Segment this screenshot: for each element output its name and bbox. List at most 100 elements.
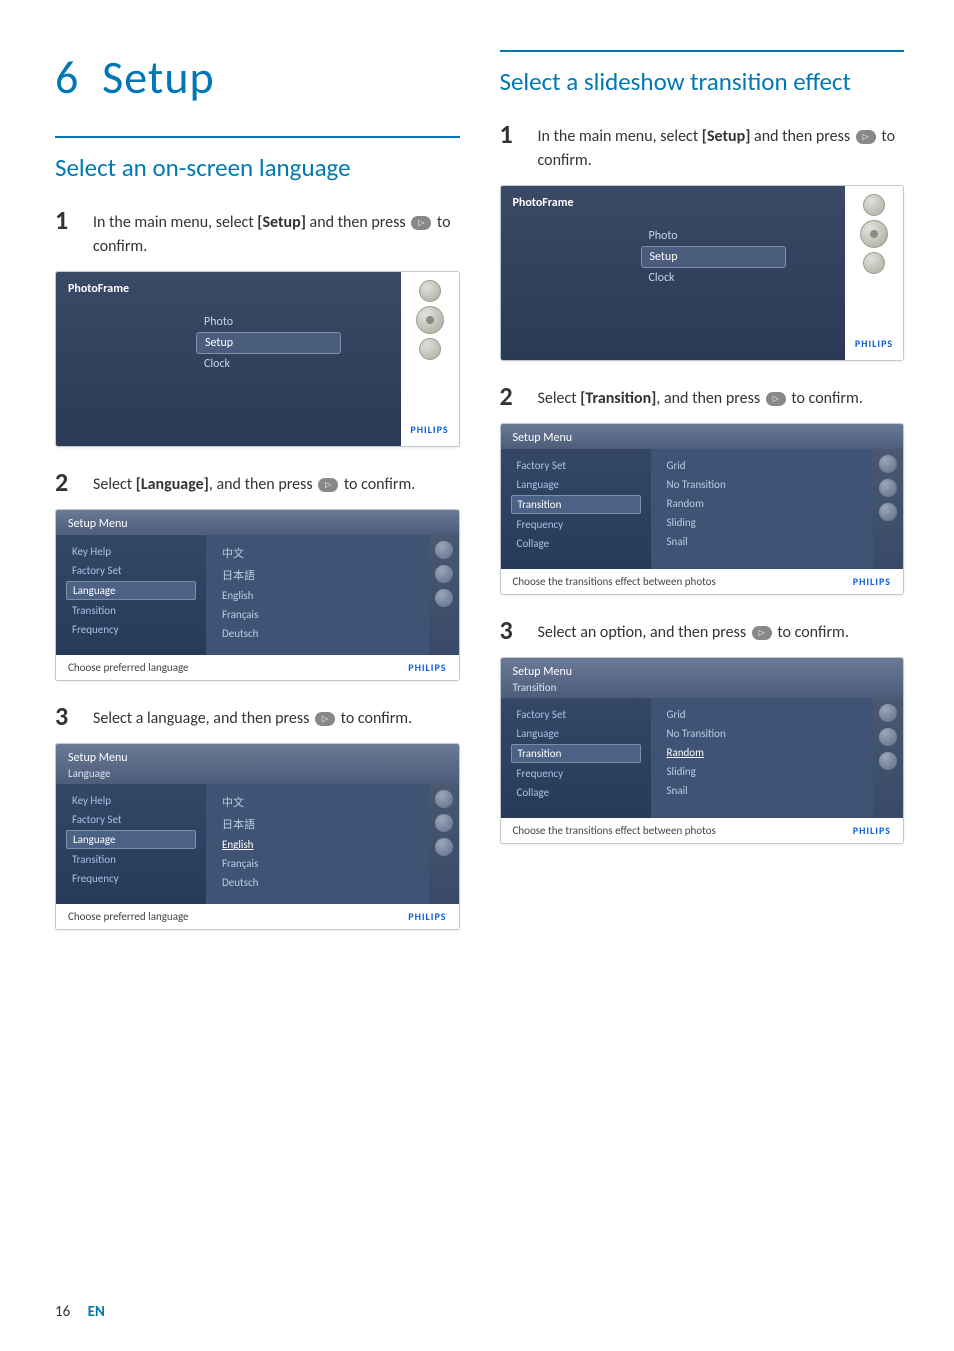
step-number: 2 [55,469,77,495]
sm-left-list: Key Help Factory Set Language Transition… [56,535,206,655]
circle-icon [435,838,453,856]
step: 3 Select an option, and then press to co… [500,617,905,645]
right-column: Select a slideshow transition effect 1 I… [500,50,905,952]
pf-button-icon [863,252,885,274]
circle-icon [435,790,453,808]
sm-option: Grid [661,706,894,723]
sm-side-icons [429,784,459,904]
philips-logo: PHILIPS [408,661,446,674]
sm-option: 日本語 [216,565,449,585]
sm-subtitle: Language [68,767,447,780]
sm-side-icons [873,449,903,569]
sm-title: Setup Menu [68,517,447,531]
sm-footer: Choose the transitions effect between ph… [501,818,904,843]
sm-option: 中文 [216,543,449,563]
step-number: 3 [55,703,77,729]
circle-icon [879,728,897,746]
sm-body: Factory Set Language Transition Frequenc… [501,449,904,569]
photoframe-screenshot: PhotoFrame Photo Setup Clock PHILIPS [55,271,460,447]
sm-body: Key Help Factory Set Language Transition… [56,535,459,655]
step: 1 In the main menu, select [Setup] and t… [55,207,460,259]
step-text: Select [Language], and then press to con… [93,469,415,497]
step-number: 1 [500,121,522,147]
enter-icon [856,130,876,144]
pf-buttons [416,280,444,360]
sm-footer-text: Choose the transitions effect between ph… [513,575,716,588]
sm-footer: Choose preferred language PHILIPS [56,904,459,929]
pf-menu: Photo Setup Clock [641,226,786,288]
sm-option: Sliding [661,763,894,780]
pf-button-icon [419,338,441,360]
pf-buttons [860,194,888,274]
sm-option: Français [216,606,449,623]
pf-menu-item: Clock [641,268,786,288]
sm-option: Deutsch [216,625,449,642]
sm-option: Sliding [661,514,894,531]
sm-footer-text: Choose the transitions effect between ph… [513,824,716,837]
sm-item: Factory Set [511,457,641,474]
pf-menu-item: Photo [196,312,341,332]
step-text: Select a language, and then press to con… [93,703,412,731]
sm-option: Grid [661,457,894,474]
pf-side-panel: PHILIPS [401,272,459,446]
sm-item: Frequency [511,516,641,533]
philips-logo: PHILIPS [853,824,891,837]
circle-icon [879,704,897,722]
pf-button-icon [863,194,885,216]
step-number: 2 [500,383,522,409]
chapter-name: Setup [102,50,215,106]
pf-side-panel: PHILIPS [845,186,903,360]
sm-item-selected: Transition [511,495,641,514]
sm-header: Setup Menu [56,510,459,535]
section-heading-transition: Select a slideshow transition effect [500,50,905,97]
step: 2 Select [Transition], and then press to… [500,383,905,411]
sm-footer: Choose the transitions effect between ph… [501,569,904,594]
sm-option: English [216,587,449,604]
sm-item: Collage [511,784,641,801]
circle-icon [435,565,453,583]
philips-logo: PHILIPS [853,575,891,588]
sm-option: Français [216,855,449,872]
circle-icon [879,455,897,473]
sm-title: Setup Menu [513,665,892,679]
step-text: In the main menu, select [Setup] and the… [93,207,460,259]
enter-icon [766,392,786,406]
photoframe-screenshot: PhotoFrame Photo Setup Clock PHILIPS [500,185,905,361]
pf-dpad-icon [416,306,444,334]
sm-option: 中文 [216,792,449,812]
step: 3 Select a language, and then press to c… [55,703,460,731]
sm-right-list: Grid No Transition Random Sliding Snail [651,698,904,818]
sm-header: Setup Menu Language [56,744,459,784]
sm-item: Factory Set [511,706,641,723]
sm-item: Transition [66,851,196,868]
sm-item-selected: Language [66,581,196,600]
circle-icon [879,479,897,497]
enter-icon [315,712,335,726]
sm-footer-text: Choose preferred language [68,661,189,674]
setup-menu-screenshot: Setup Menu Language Key Help Factory Set… [55,743,460,930]
sm-item-selected: Transition [511,744,641,763]
circle-icon [879,752,897,770]
enter-icon [411,216,431,230]
sm-item-selected: Language [66,830,196,849]
circle-icon [435,541,453,559]
circle-icon [435,814,453,832]
philips-logo: PHILIPS [408,910,446,923]
sm-option: Deutsch [216,874,449,891]
left-column: 6 Setup Select an on-screen language 1 I… [55,50,460,952]
page-footer: 16 EN [55,1303,105,1321]
pf-screen: PhotoFrame Photo Setup Clock [56,272,401,446]
pf-menu: Photo Setup Clock [196,312,341,374]
sm-item: Transition [66,602,196,619]
philips-logo: PHILIPS [410,423,448,436]
setup-menu-screenshot: Setup Menu Key Help Factory Set Language… [55,509,460,681]
sm-header: Setup Menu [501,424,904,449]
step-number: 3 [500,617,522,643]
page-lang: EN [88,1303,105,1321]
sm-option-selected: Random [661,744,894,761]
sm-item: Frequency [66,870,196,887]
sm-right-list: 中文 日本語 English Français Deutsch [206,535,459,655]
page-number: 16 [55,1303,70,1321]
setup-menu-screenshot: Setup Menu Factory Set Language Transiti… [500,423,905,595]
pf-menu-item: Photo [641,226,786,246]
